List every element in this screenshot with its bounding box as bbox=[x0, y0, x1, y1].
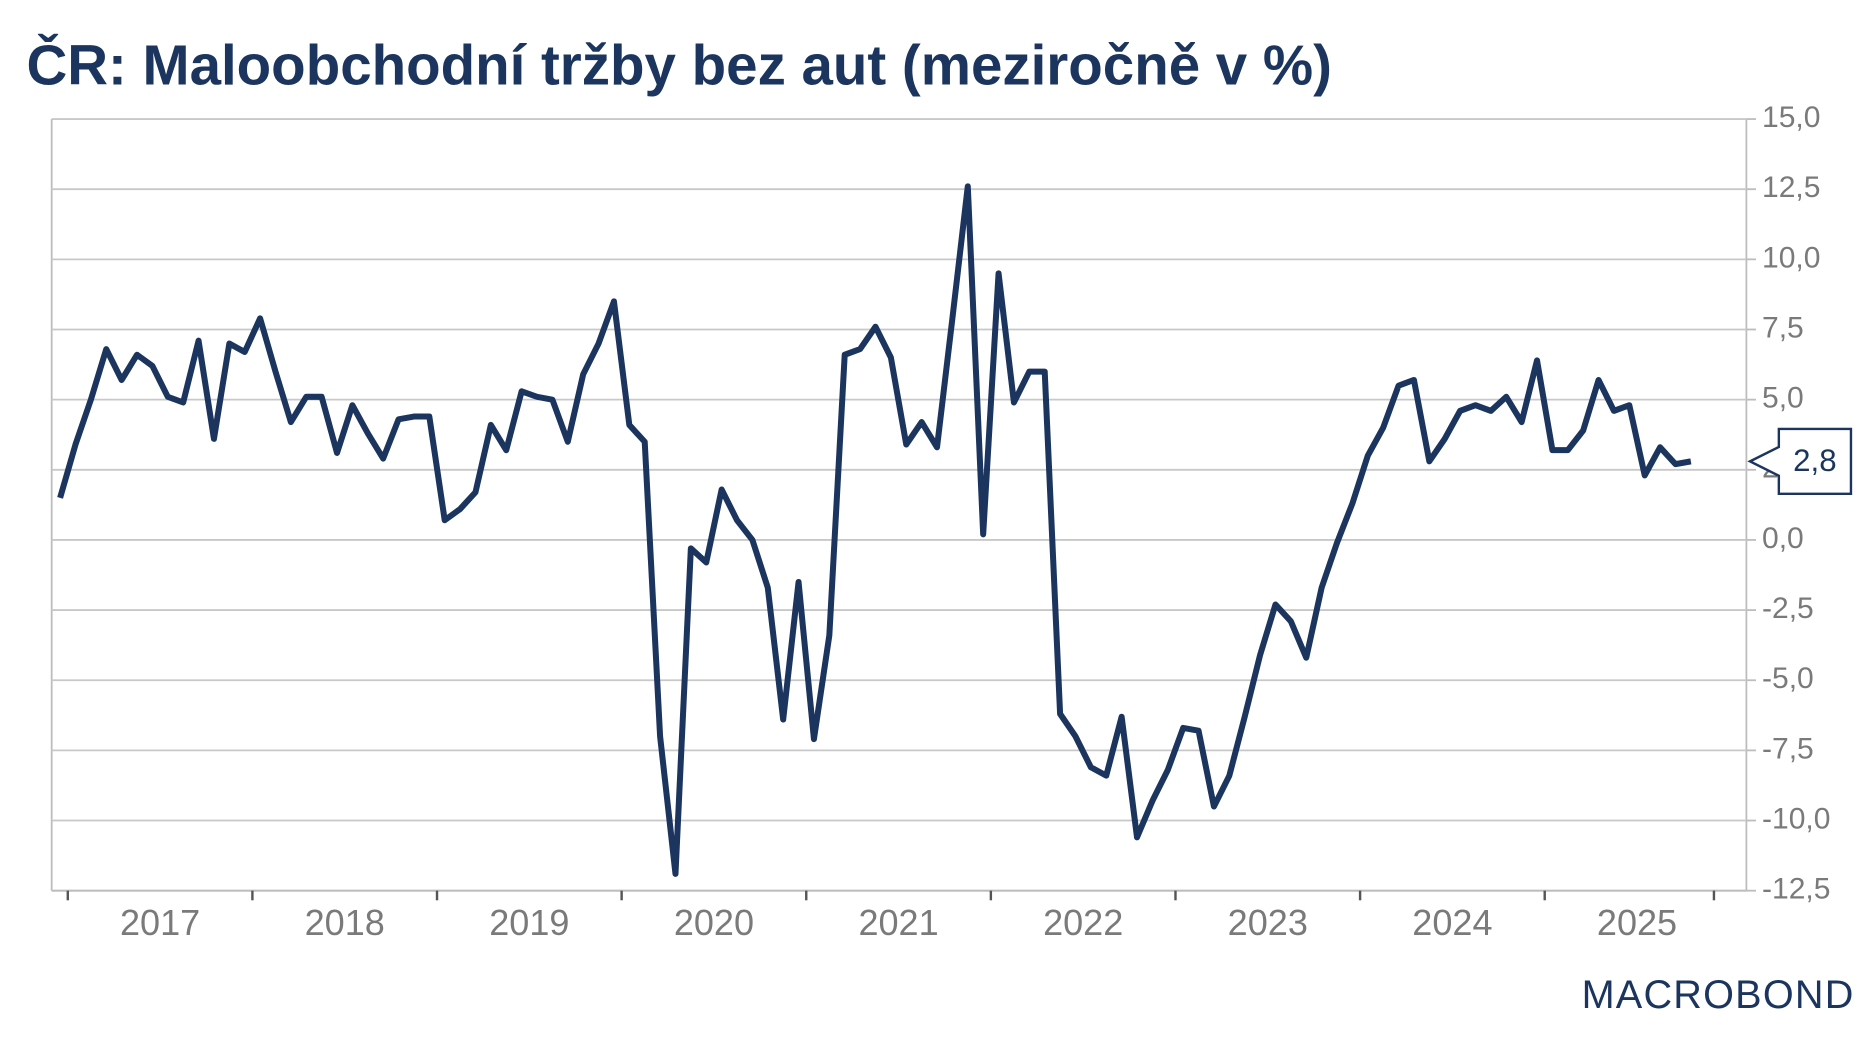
x-tick-label: 2021 bbox=[858, 902, 938, 943]
y-tick-label: 7,5 bbox=[1762, 311, 1804, 344]
y-tick-label: -2,5 bbox=[1762, 592, 1814, 625]
y-tick-label: 5,0 bbox=[1762, 382, 1804, 415]
y-tick-label: 12,5 bbox=[1762, 171, 1820, 204]
y-tick-label: -5,0 bbox=[1762, 662, 1814, 695]
x-tick-label: 2018 bbox=[305, 902, 385, 943]
x-tick-label: 2025 bbox=[1597, 902, 1677, 943]
chart-title: ČR: Maloobchodní tržby bez aut (meziročn… bbox=[26, 33, 1332, 97]
y-tick-label: -7,5 bbox=[1762, 732, 1814, 765]
value-label: 2,8 bbox=[1793, 443, 1836, 478]
x-tick-label: 2024 bbox=[1412, 902, 1492, 943]
x-tick-label: 2019 bbox=[489, 902, 569, 943]
y-tick-label: 0,0 bbox=[1762, 522, 1804, 555]
y-tick-label: -10,0 bbox=[1762, 802, 1830, 835]
x-tick-label: 2023 bbox=[1228, 902, 1308, 943]
value-callout bbox=[1747, 427, 1853, 496]
y-tick-label: 15,0 bbox=[1762, 101, 1820, 134]
logo: MACROBOND bbox=[1582, 973, 1855, 1017]
x-tick-label: 2017 bbox=[120, 902, 200, 943]
data-line bbox=[57, 183, 1692, 877]
x-tick-label: 2022 bbox=[1043, 902, 1123, 943]
y-tick-label: 10,0 bbox=[1762, 241, 1820, 274]
y-tick-label: -12,5 bbox=[1762, 873, 1830, 906]
x-tick-label: 2020 bbox=[674, 902, 754, 943]
